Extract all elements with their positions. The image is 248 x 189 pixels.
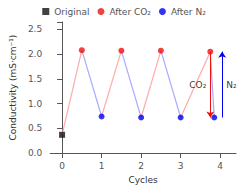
svg-text:1.0: 1.0 xyxy=(28,99,43,109)
svg-text:CO₂: CO₂ xyxy=(189,80,206,90)
svg-text:After CO₂: After CO₂ xyxy=(109,7,151,17)
svg-text:Conductivity (mS·cm⁻¹): Conductivity (mS·cm⁻¹) xyxy=(8,35,18,141)
svg-text:0.5: 0.5 xyxy=(28,123,42,133)
svg-text:2.0: 2.0 xyxy=(28,49,43,59)
svg-text:N₂: N₂ xyxy=(226,80,237,90)
svg-text:3: 3 xyxy=(178,161,184,171)
svg-text:4: 4 xyxy=(217,161,223,171)
svg-text:0.0: 0.0 xyxy=(28,148,43,158)
svg-text:2: 2 xyxy=(138,161,144,171)
svg-text:0: 0 xyxy=(59,161,65,171)
svg-text:Cycles: Cycles xyxy=(128,175,158,185)
svg-text:After N₂: After N₂ xyxy=(171,7,206,17)
svg-text:2.5: 2.5 xyxy=(28,24,42,34)
svg-text:1.5: 1.5 xyxy=(28,74,42,84)
svg-text:Original: Original xyxy=(54,7,89,17)
svg-text:1: 1 xyxy=(99,161,105,171)
